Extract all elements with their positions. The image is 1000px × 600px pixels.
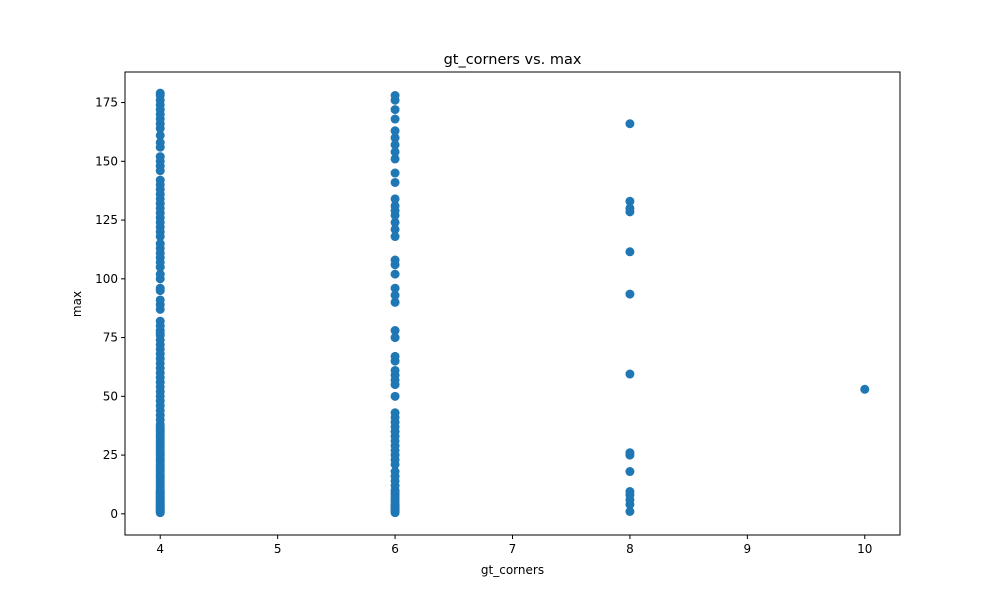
y-tick-label: 100 (95, 272, 118, 286)
data-point (390, 133, 400, 143)
data-point (390, 217, 400, 227)
y-axis-label: max (70, 291, 84, 317)
data-point (155, 316, 165, 326)
data-point (155, 138, 165, 148)
plot-frame (124, 71, 901, 536)
y-axis-ticks: 0 25 50 75 100 125 150 175 (95, 96, 125, 521)
x-tick-label: 7 (509, 542, 517, 556)
data-point (625, 119, 635, 129)
data-point (625, 487, 635, 497)
chart-title: gt_corners vs. max (444, 52, 582, 68)
data-point (390, 91, 400, 100)
x-tick-label: 10 (857, 542, 872, 556)
data-point (390, 290, 400, 300)
data-point (155, 269, 165, 279)
data-point (390, 114, 400, 124)
data-point (390, 126, 400, 136)
data-point (390, 105, 400, 115)
x-tick-label: 9 (744, 542, 752, 556)
x-axis-label: gt_corners (481, 563, 544, 577)
data-point (625, 247, 635, 257)
y-tick-label: 150 (95, 154, 118, 168)
data-point (625, 448, 635, 458)
data-point (155, 88, 165, 98)
data-point (390, 177, 400, 187)
data-point (390, 351, 400, 361)
data-point (390, 333, 400, 343)
data-point (390, 168, 400, 178)
data-point (390, 255, 400, 265)
data-point (625, 369, 635, 379)
x-axis-ticks: 4 5 6 7 8 9 10 (156, 535, 872, 556)
data-point (155, 239, 165, 249)
y-tick-label: 75 (103, 331, 118, 345)
y-tick-label: 0 (110, 507, 118, 521)
data-point (390, 232, 400, 242)
data-point (390, 269, 400, 279)
data-point (390, 326, 400, 336)
data-point (390, 391, 400, 401)
data-point (155, 295, 165, 305)
data-point (625, 289, 635, 299)
data-point (860, 384, 870, 394)
data-point (390, 283, 400, 293)
data-point (625, 467, 635, 477)
x-tick-label: 5 (274, 542, 282, 556)
x-tick-label: 4 (156, 542, 164, 556)
x-tick-label: 6 (391, 542, 399, 556)
data-points (155, 88, 870, 518)
data-point (390, 194, 400, 204)
y-tick-label: 50 (103, 389, 118, 403)
data-point (390, 408, 400, 418)
data-point (625, 507, 635, 516)
data-point (390, 154, 400, 164)
data-point (625, 203, 635, 213)
data-point (155, 283, 165, 293)
data-point (625, 196, 635, 206)
data-point (390, 365, 400, 375)
data-point (390, 147, 400, 157)
data-point (155, 175, 165, 185)
x-tick-label: 8 (626, 542, 634, 556)
y-tick-label: 125 (95, 213, 118, 227)
data-point (390, 467, 400, 477)
data-point (390, 224, 400, 234)
data-point (155, 152, 165, 162)
data-point (155, 130, 165, 140)
data-point (390, 140, 400, 150)
data-point (390, 201, 400, 211)
y-tick-label: 25 (103, 448, 118, 462)
y-tick-label: 175 (95, 96, 118, 110)
data-point (390, 297, 400, 307)
